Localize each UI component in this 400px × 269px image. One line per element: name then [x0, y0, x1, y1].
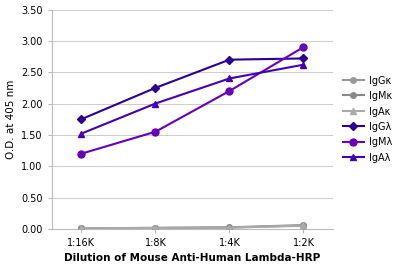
Y-axis label: O.D. at 405 nm: O.D. at 405 nm [6, 80, 16, 159]
IgAκ [79, 226, 84, 230]
IgAκ [153, 226, 158, 229]
IgMλ [227, 89, 232, 93]
IgMλ [153, 130, 158, 133]
IgMλ [79, 152, 84, 155]
IgGκ [153, 226, 158, 229]
IgGκ [227, 226, 232, 229]
IgGλ [227, 58, 232, 61]
IgAκ [301, 224, 306, 227]
IgMκ [153, 226, 158, 229]
IgMκ [227, 226, 232, 229]
IgGλ [301, 57, 306, 60]
Line: IgAλ: IgAλ [78, 62, 306, 136]
IgGκ [301, 224, 306, 227]
IgAλ [301, 63, 306, 66]
IgGλ [79, 118, 84, 121]
Line: IgAκ: IgAκ [78, 223, 306, 231]
IgGκ [79, 226, 84, 230]
IgMκ [301, 224, 306, 227]
IgAλ [227, 77, 232, 80]
IgMκ [79, 226, 84, 230]
IgAλ [153, 102, 158, 105]
Line: IgMκ: IgMκ [78, 222, 306, 231]
X-axis label: Dilution of Mouse Anti-Human Lambda-HRP: Dilution of Mouse Anti-Human Lambda-HRP [64, 253, 320, 263]
Line: IgMλ: IgMλ [78, 44, 307, 157]
Line: IgGλ: IgGλ [78, 56, 306, 122]
IgGλ [153, 86, 158, 90]
IgAλ [79, 132, 84, 135]
Line: IgGκ: IgGκ [78, 223, 306, 231]
Legend: IgGκ, IgMκ, IgAκ, IgGλ, IgMλ, IgAλ: IgGκ, IgMκ, IgAκ, IgGλ, IgMλ, IgAλ [341, 74, 394, 165]
IgMλ [301, 45, 306, 49]
IgAκ [227, 226, 232, 229]
